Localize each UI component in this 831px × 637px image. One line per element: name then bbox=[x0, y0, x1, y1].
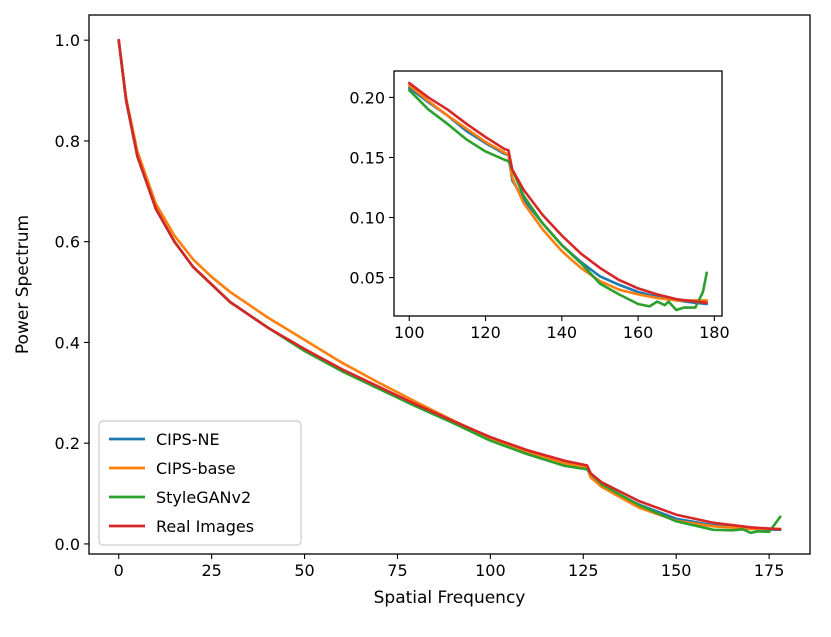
main-x-tick-label: 0 bbox=[114, 561, 124, 580]
main-y-tick-label: 0.4 bbox=[55, 333, 80, 352]
main-x-tick-label: 75 bbox=[387, 561, 407, 580]
main-y-tick-label: 0.6 bbox=[55, 233, 80, 252]
inset-x-tick-label: 160 bbox=[623, 323, 654, 342]
main-axes-frame bbox=[88, 14, 811, 555]
main-series-line-cips-base bbox=[117, 38, 782, 531]
inset-y-tick-label: 0.05 bbox=[349, 269, 385, 288]
inset-y-tick-label: 0.20 bbox=[349, 88, 385, 107]
legend-label-cips-base: CIPS-base bbox=[156, 459, 236, 478]
inset-plot: 100 120 140 160 180 0.05 0.10 0.15 0.20 bbox=[349, 70, 730, 342]
legend: CIPS-NE CIPS-base StyleGANv2 Real Images bbox=[98, 420, 302, 546]
legend-label-cips-ne: CIPS-NE bbox=[156, 430, 220, 449]
main-x-tick-label: 175 bbox=[754, 561, 785, 580]
inset-x-tick-label: 120 bbox=[470, 323, 501, 342]
main-y-tick-label: 0.0 bbox=[55, 535, 80, 554]
inset-x-tick-label: 180 bbox=[699, 323, 730, 342]
main-y-tick-label: 0.2 bbox=[55, 434, 80, 453]
inset-series-group bbox=[407, 81, 709, 312]
inset-series-line-real-images bbox=[407, 81, 709, 305]
legend-label-real-images: Real Images bbox=[156, 517, 254, 536]
inset-y-tick-label: 0.15 bbox=[349, 148, 385, 167]
main-x-axis-label: Spatial Frequency bbox=[374, 588, 526, 608]
main-series-group bbox=[117, 38, 782, 535]
inset-x-tick-label: 100 bbox=[394, 323, 425, 342]
legend-label-styleganv2: StyleGANv2 bbox=[156, 488, 251, 507]
main-plot: 0 25 50 75 100 125 150 175 0.0 0.2 0.4 0.6 0.8 1.0 Spa… bbox=[13, 14, 811, 608]
main-x-tick-label: 50 bbox=[294, 561, 314, 580]
main-y-tick-label: 0.8 bbox=[55, 132, 80, 151]
main-x-tick-label: 25 bbox=[201, 561, 221, 580]
inset-series-line-cips-base bbox=[407, 84, 709, 302]
inset-axes-frame bbox=[393, 70, 723, 317]
legend-box bbox=[98, 420, 302, 546]
main-x-tick-label: 125 bbox=[568, 561, 599, 580]
main-x-tick-label: 100 bbox=[475, 561, 506, 580]
main-y-axis-label: Power Spectrum bbox=[13, 215, 33, 354]
inset-x-tick-label: 140 bbox=[547, 323, 578, 342]
main-y-tick-label: 1.0 bbox=[55, 31, 80, 50]
main-x-tick-label: 150 bbox=[661, 561, 692, 580]
inset-series-line-styleganv2 bbox=[407, 88, 709, 312]
inset-y-tick-label: 0.10 bbox=[349, 209, 385, 228]
main-series-line-real-images bbox=[117, 38, 782, 531]
